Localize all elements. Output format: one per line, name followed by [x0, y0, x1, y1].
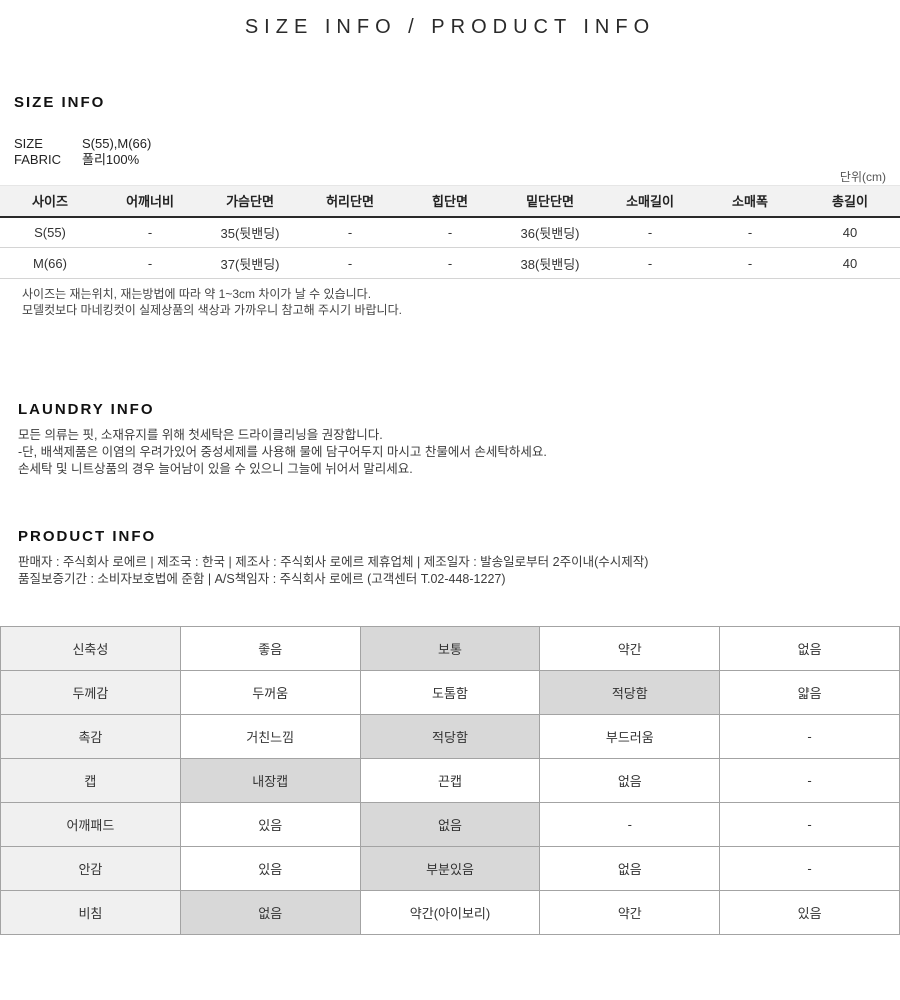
attribute-row: 어깨패드 있음 없음 - -	[0, 802, 900, 847]
size-table-header-cell: 힙단면	[400, 185, 500, 218]
size-table-header-cell: 허리단면	[300, 185, 400, 218]
size-table-cell: 40	[800, 216, 900, 248]
size-spec-value: S(55),M(66)	[82, 136, 152, 151]
attribute-value-cell: 없음	[539, 846, 721, 891]
attribute-value-cell: 있음	[179, 802, 361, 847]
attribute-value-cell: 없음	[359, 802, 541, 847]
size-spec-row: FABRIC 폴리100%	[14, 152, 886, 168]
size-table-cell: -	[600, 247, 700, 279]
laundry-info-line: 모든 의류는 핏, 소재유지를 위해 첫세탁은 드라이클리닝을 권장합니다.	[18, 428, 383, 442]
attribute-value-cell: 두꺼움	[179, 670, 361, 715]
size-table-header-cell: 소매폭	[700, 185, 800, 218]
size-table-cell: -	[700, 216, 800, 248]
attribute-label-cell: 캡	[0, 758, 181, 803]
product-info-text: 판매자 : 주식회사 로에르 | 제조국 : 한국 | 제조사 : 주식회사 로…	[0, 554, 900, 588]
attribute-table-body: 신축성 좋음 보통 약간 없음 두께감 두꺼움 도톰함 적당함 얇음 촉감 거친느낌 적당함 부드러움 - 캡…	[0, 626, 900, 935]
attribute-value-cell: 약간	[539, 890, 721, 935]
size-table-cell: 38(뒷밴딩)	[500, 247, 600, 279]
attribute-value-cell: 끈캡	[359, 758, 541, 803]
laundry-info-line: 손세탁 및 니트상품의 경우 늘어남이 있을 수 있으니 그늘에 뉘어서 말리세…	[18, 462, 413, 476]
size-table-header-cell: 총길이	[800, 185, 900, 218]
attribute-value-cell: -	[719, 802, 900, 847]
attribute-label-cell: 두께감	[0, 670, 181, 715]
size-note-line: 모델컷보다 마네킹컷이 실제상품의 색상과 가까우니 참고해 주시기 바랍니다.	[22, 303, 402, 317]
size-table-cell: 37(뒷밴딩)	[200, 247, 300, 279]
size-spec-label: SIZE	[14, 136, 43, 151]
size-table-header-cell: 사이즈	[0, 185, 100, 218]
attribute-value-cell: 부드러움	[539, 714, 721, 759]
attribute-value-cell: 보통	[359, 626, 541, 671]
size-table-header-cell: 가슴단면	[200, 185, 300, 218]
size-table-cell: -	[700, 247, 800, 279]
size-spec-row: SIZE S(55),M(66)	[14, 136, 886, 152]
attribute-label-cell: 촉감	[0, 714, 181, 759]
size-spec-value: 폴리100%	[82, 151, 140, 167]
size-table-row: S(55) -35(뒷밴딩) - -36(뒷밴딩) - -40	[0, 216, 900, 248]
attribute-value-cell: 얇음	[719, 670, 900, 715]
attribute-label-cell: 안감	[0, 846, 181, 891]
attribute-value-cell: 도톰함	[359, 670, 541, 715]
size-notes: 사이즈는 재는위치, 재는방법에 따라 약 1~3cm 차이가 날 수 있습니다…	[0, 286, 900, 318]
size-table-cell: -	[100, 216, 200, 248]
size-note-line: 사이즈는 재는위치, 재는방법에 따라 약 1~3cm 차이가 날 수 있습니다…	[22, 287, 372, 301]
attribute-value-cell: -	[539, 802, 721, 847]
attribute-label-cell: 어깨패드	[0, 802, 181, 847]
attribute-value-cell: 있음	[719, 890, 900, 935]
attribute-label-cell: 비침	[0, 890, 181, 935]
product-info-line: 판매자 : 주식회사 로에르 | 제조국 : 한국 | 제조사 : 주식회사 로…	[18, 555, 649, 569]
attribute-value-cell: -	[719, 714, 900, 759]
size-table-row: M(66) -37(뒷밴딩) - -38(뒷밴딩) - -40	[0, 247, 900, 279]
size-table-header-cell: 밑단단면	[500, 185, 600, 218]
unit-note: 단위(cm)	[839, 170, 886, 184]
attribute-value-cell: 좋음	[179, 626, 361, 671]
attribute-row: 캡 내장캡 끈캡 없음 -	[0, 758, 900, 803]
size-table-cell: S(55)	[0, 216, 100, 248]
size-info-heading: SIZE INFO	[14, 94, 106, 111]
size-table-head: 사이즈 어깨너비 가슴단면 허리단면 힙단면 밑단단면 소매길이 소매폭 총길이	[0, 185, 900, 218]
attribute-row: 안감 있음 부분있음 없음 -	[0, 846, 900, 891]
size-table-cell: 36(뒷밴딩)	[500, 216, 600, 248]
page-title: SIZE INFO / PRODUCT INFO	[244, 16, 656, 38]
size-table-header-row: 사이즈 어깨너비 가슴단면 허리단면 힙단면 밑단단면 소매길이 소매폭 총길이	[0, 185, 900, 218]
attribute-row: 신축성 좋음 보통 약간 없음	[0, 626, 900, 671]
attribute-value-cell: 있음	[179, 846, 361, 891]
laundry-info-heading: LAUNDRY INFO	[18, 401, 155, 418]
size-spec-label: FABRIC	[14, 151, 61, 167]
laundry-info-text: 모든 의류는 핏, 소재유지를 위해 첫세탁은 드라이클리닝을 권장합니다. -단…	[0, 427, 900, 478]
size-table-cell: -	[300, 247, 400, 279]
size-table-cell: -	[600, 216, 700, 248]
attribute-value-cell: 없음	[719, 626, 900, 671]
attribute-value-cell: 약간(아이보리)	[359, 890, 541, 935]
size-table-cell: -	[100, 247, 200, 279]
size-table-header-cell: 어깨너비	[100, 185, 200, 218]
attribute-value-cell: 적당함	[539, 670, 721, 715]
size-table-header-cell: 소매길이	[600, 185, 700, 218]
attribute-value-cell: -	[719, 846, 900, 891]
attribute-value-cell: 없음	[179, 890, 361, 935]
size-table-cell: -	[300, 216, 400, 248]
attribute-row: 촉감 거친느낌 적당함 부드러움 -	[0, 714, 900, 759]
size-table-cell: M(66)	[0, 247, 100, 279]
size-table-cell: -	[400, 216, 500, 248]
attribute-value-cell: 부분있음	[359, 846, 541, 891]
attribute-value-cell: 거친느낌	[179, 714, 361, 759]
attribute-value-cell: 없음	[539, 758, 721, 803]
size-table-cell: -	[400, 247, 500, 279]
attribute-row: 비침 없음 약간(아이보리) 약간 있음	[0, 890, 900, 935]
size-table-body: S(55) -35(뒷밴딩) - -36(뒷밴딩) - -40 M(66) -37(뒷밴딩) -…	[0, 216, 900, 279]
size-table-cell: 35(뒷밴딩)	[200, 216, 300, 248]
product-info-line: 품질보증기간 : 소비자보호법에 준함 | A/S책임자 : 주식회사 로에르 …	[18, 572, 506, 586]
attribute-row: 두께감 두꺼움 도톰함 적당함 얇음	[0, 670, 900, 715]
product-info-heading: PRODUCT INFO	[18, 528, 157, 545]
attribute-value-cell: 적당함	[359, 714, 541, 759]
attribute-label-cell: 신축성	[0, 626, 181, 671]
size-table-cell: 40	[800, 247, 900, 279]
laundry-info-line: -단, 배색제품은 이염의 우려가있어 중성세제를 사용해 물에 담구어두지 마…	[18, 445, 547, 459]
attribute-value-cell: 약간	[539, 626, 721, 671]
size-spec-list: SIZE S(55),M(66) FABRIC 폴리100%	[0, 136, 900, 167]
size-table: 사이즈 어깨너비 가슴단면 허리단면 힙단면 밑단단면 소매길이 소매폭 총길이 S(55) -3…	[0, 185, 900, 279]
attribute-value-cell: -	[719, 758, 900, 803]
attribute-table: 신축성 좋음 보통 약간 없음 두께감 두꺼움 도톰함 적당함 얇음 촉감 거친느낌 적당함 부드러움 - 캡…	[0, 626, 900, 935]
attribute-value-cell: 내장캡	[179, 758, 361, 803]
